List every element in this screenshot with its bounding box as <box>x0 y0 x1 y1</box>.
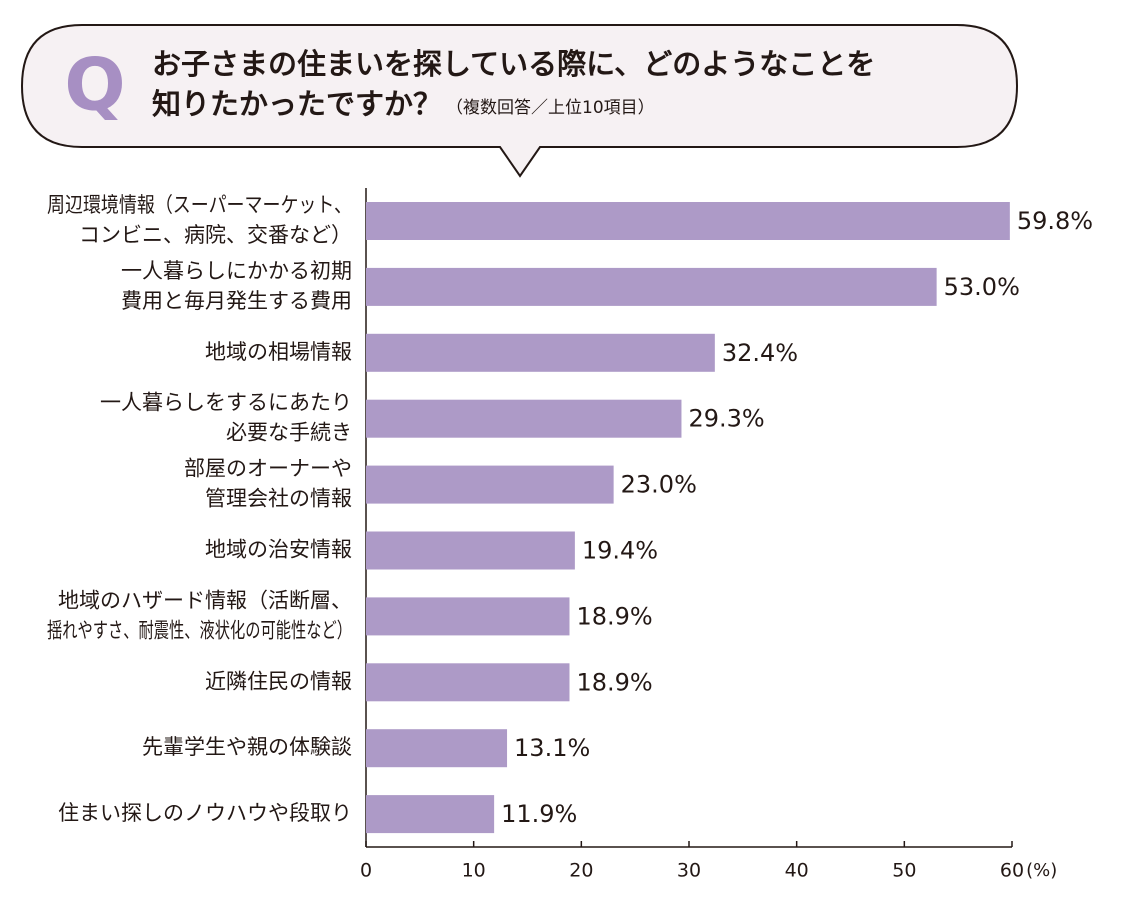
y-tick-label: 部屋のオーナーや <box>184 457 352 481</box>
bar <box>366 795 495 834</box>
chart-title: 知りたかったですか？ <box>152 87 442 121</box>
y-tick-label: 地域の治安情報 <box>205 538 352 562</box>
question-mark: Q <box>64 43 125 127</box>
bar <box>366 531 575 570</box>
bar <box>366 597 570 636</box>
bar <box>366 465 614 504</box>
bar <box>366 333 715 372</box>
y-tick-label: 住まい探しのノウハウや段取り <box>58 801 352 825</box>
bar <box>366 729 508 768</box>
y-tick-label: 先輩学生や親の体験談 <box>142 735 352 759</box>
y-tick-label: 揺れやすさ、耐震性、液状化の可能性など） <box>47 618 352 642</box>
value-label: 13.1% <box>514 734 590 762</box>
y-tick-label: 一人暮らしにかかる初期 <box>121 259 352 283</box>
bar <box>366 202 1010 240</box>
value-label: 23.0% <box>621 471 697 499</box>
chart-title: お子さまの住まいを探している際に、どのようなことを <box>152 47 875 81</box>
x-tick-label: 40 <box>785 860 809 882</box>
x-tick-label: 10 <box>462 860 486 882</box>
speech-bubble <box>20 24 1019 178</box>
bar <box>366 663 570 702</box>
x-tick-label: 30 <box>677 860 701 882</box>
y-tick-label: 周辺環境情報（スーパーマーケット、 <box>47 193 352 217</box>
value-label: 19.4% <box>582 537 658 565</box>
value-label: 29.3% <box>688 405 764 433</box>
value-label: 11.9% <box>501 800 577 828</box>
x-tick-label: 60 <box>1000 860 1024 882</box>
y-tick-label: 地域の相場情報 <box>205 340 352 364</box>
y-tick-label: 地域のハザード情報（活断層、 <box>58 588 352 612</box>
y-tick-label: コンビニ、病院、交番など） <box>79 223 352 247</box>
value-label: 59.8% <box>1017 207 1093 235</box>
value-label: 18.9% <box>576 668 652 696</box>
y-tick-label: 近隣住民の情報 <box>205 669 352 693</box>
x-tick-label: 50 <box>892 860 916 882</box>
value-label: 32.4% <box>722 339 798 367</box>
y-tick-label: 費用と毎月発生する費用 <box>121 289 352 313</box>
bar <box>366 399 682 438</box>
y-tick-label: 一人暮らしをするにあたり <box>100 391 352 415</box>
x-tick-label: 20 <box>569 860 593 882</box>
chart-subtitle: （複数回答／上位10項目） <box>446 98 655 118</box>
y-tick-label: 必要な手続き <box>226 421 352 445</box>
value-label: 18.9% <box>576 602 652 630</box>
y-tick-label: 管理会社の情報 <box>205 487 352 511</box>
x-tick-label: 0 <box>360 860 372 882</box>
x-axis-label: (%) <box>1026 860 1057 881</box>
bar <box>366 267 937 306</box>
value-label: 53.0% <box>944 273 1020 301</box>
